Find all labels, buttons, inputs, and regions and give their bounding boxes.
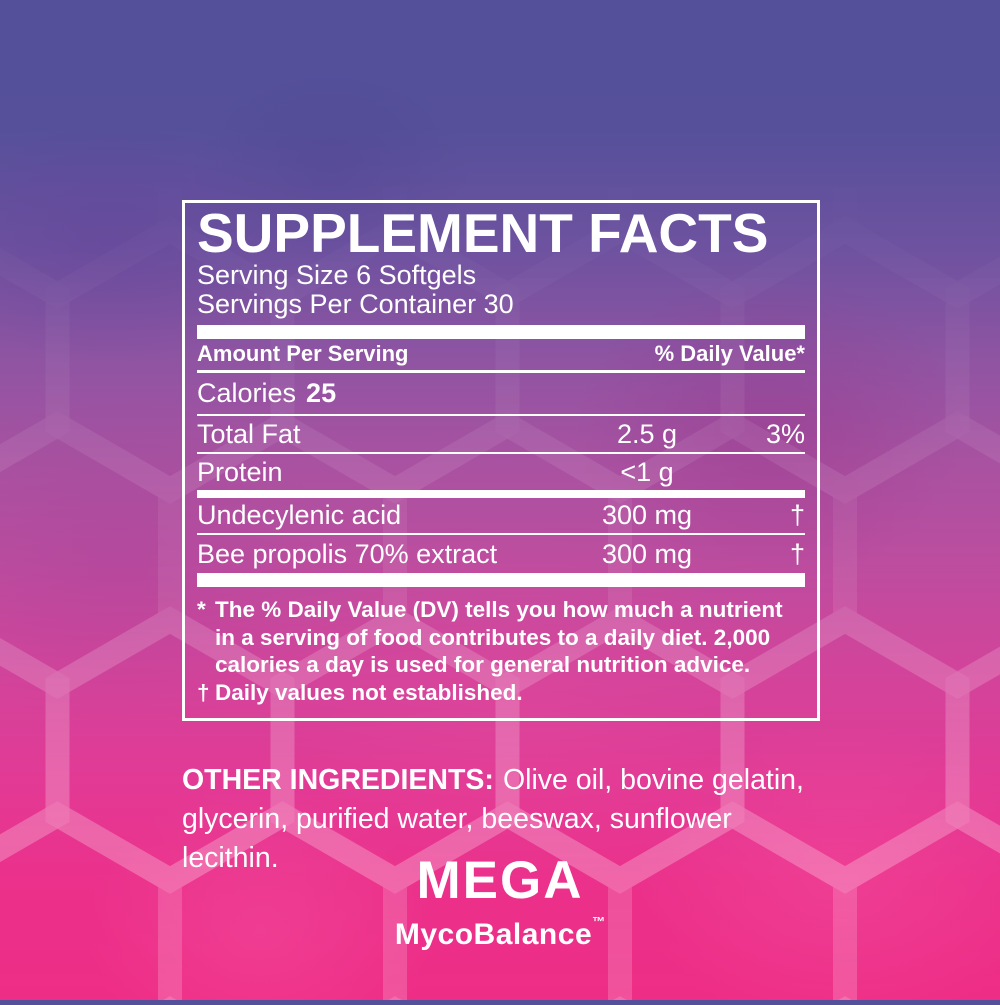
table-header-row: Amount Per Serving % Daily Value* bbox=[197, 339, 805, 367]
nutrient-name: Total Fat bbox=[197, 418, 301, 449]
calories-value: 25 bbox=[306, 378, 337, 408]
nutrient-name: Protein bbox=[197, 456, 283, 487]
table-row-calories: Calories 25 bbox=[197, 373, 805, 414]
nutrient-name: Bee propolis 70% extract bbox=[197, 538, 498, 569]
supplement-facts-panel: SUPPLEMENT FACTS Serving Size 6 Softgels… bbox=[182, 200, 820, 721]
trademark-symbol: ™ bbox=[592, 914, 606, 929]
product-name: MycoBalance™ bbox=[0, 906, 1000, 951]
brand-name: MEGA bbox=[416, 851, 584, 910]
row-separator bbox=[197, 533, 805, 535]
nutrient-amount: <1 g bbox=[620, 456, 674, 487]
daily-value-header: % Daily Value* bbox=[654, 341, 805, 366]
servings-per-container: Servings Per Container 30 bbox=[197, 289, 514, 319]
serving-size: Serving Size 6 Softgels bbox=[197, 260, 477, 290]
footnote-daily-value: * The % Daily Value (DV) tells you how m… bbox=[197, 596, 805, 679]
footnote-dagger: † Daily values not established. bbox=[197, 679, 805, 707]
nutrient-amount: 300 mg bbox=[601, 538, 693, 569]
supplement-facts-title: SUPPLEMENT FACTS bbox=[197, 202, 769, 264]
table-row-total-fat: Total Fat 2.5 g 3% bbox=[197, 416, 805, 452]
other-ingredients: OTHER INGREDIENTS: Olive oil, bovine gela… bbox=[182, 761, 818, 878]
calories-label: Calories bbox=[197, 378, 297, 408]
table-row-protein: Protein <1 g bbox=[197, 454, 805, 490]
asterisk-symbol: * bbox=[197, 597, 206, 622]
row-separator bbox=[197, 452, 805, 454]
footnote-text: Daily values not established. bbox=[215, 679, 523, 705]
amount-per-serving-header: Amount Per Serving bbox=[197, 341, 409, 366]
table-row-undecylenic-acid: Undecylenic acid 300 mg † bbox=[197, 498, 805, 533]
footnotes: * The % Daily Value (DV) tells you how m… bbox=[197, 596, 805, 706]
nutrient-amount: 2.5 g bbox=[616, 418, 678, 449]
nutrient-name: Undecylenic acid bbox=[197, 500, 402, 530]
other-ingredients-label: OTHER INGREDIENTS: bbox=[182, 763, 494, 796]
nutrient-amount: 300 mg bbox=[601, 500, 693, 530]
table-row-bee-propolis: Bee propolis 70% extract 300 mg † bbox=[197, 535, 805, 573]
row-separator bbox=[197, 414, 805, 416]
product-name-text: MycoBalance bbox=[394, 918, 593, 951]
dagger-symbol: † bbox=[789, 500, 805, 530]
calories-cell: Calories 25 bbox=[197, 378, 547, 409]
header-underline bbox=[197, 370, 805, 373]
footnote-text: The % Daily Value (DV) tells you how muc… bbox=[215, 597, 783, 677]
divider-bar-medium bbox=[197, 490, 805, 498]
dagger-symbol: † bbox=[197, 679, 210, 705]
divider-bar-thick bbox=[197, 325, 805, 339]
dagger-symbol: † bbox=[789, 538, 805, 569]
brand-logo: MEGA MycoBalance™ bbox=[0, 851, 1000, 951]
other-ingredients-text: Olive oil, bovine gelatin, glycerin, pur… bbox=[182, 763, 804, 874]
divider-bar-thick bbox=[197, 573, 805, 587]
nutrient-dv: 3% bbox=[765, 418, 805, 449]
